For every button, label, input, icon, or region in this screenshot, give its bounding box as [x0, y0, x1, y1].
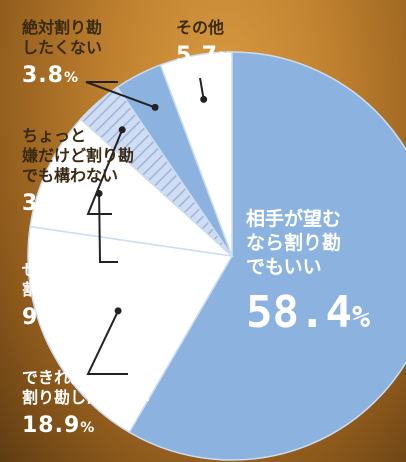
pie-slice-want-split: [29, 118, 235, 258]
slice-label-want-split-line-2: 割り勘にしたい: [22, 280, 135, 299]
slice-value-other: 5.7%: [176, 43, 234, 68]
leader-dot-never-split: [151, 103, 159, 111]
pie-slice-main: [128, 51, 406, 461]
slice-label-never-split-line-2: したくない: [22, 38, 103, 57]
slice-label-reluctant-ok-line-2: 嫌だけど割り勘: [22, 146, 135, 165]
leader-line-reluctant-ok: [86, 129, 124, 215]
pie-slice-prefer-not: [27, 225, 234, 434]
slice-label-main-line-1: 相手が望む: [246, 208, 342, 230]
slice-label-main-line-3: でもいい: [246, 255, 322, 278]
slice-label-never-split-line-1: 絶対割り勘: [22, 18, 103, 37]
leader-line-prefer-not: [86, 310, 128, 375]
slice-value-reluctant-ok: 3.8%: [22, 191, 80, 216]
leader-dot-prefer-not: [114, 307, 122, 315]
slice-label-want-split-line-1: ぜひ: [22, 260, 55, 279]
slice-label-other: その他 5.7%: [176, 18, 233, 70]
slice-label-other-line-1: その他: [176, 18, 225, 37]
leader-dot-reluctant-ok: [118, 126, 126, 134]
slice-label-reluctant-ok-line-1: ちょっと: [22, 126, 87, 145]
slice-label-reluctant-ok-line-3: でも構わない: [22, 166, 119, 185]
slice-label-prefer-not: できれば 割り勘したくない 18.9%: [22, 368, 150, 440]
slice-label-main-line-2: なら割り勘: [246, 231, 342, 254]
slice-label-main: 相手が望む なら割り勘 でもいい 58.4%: [246, 208, 370, 340]
slice-value-prefer-not: 18.9%: [22, 413, 96, 438]
slice-label-prefer-not-line-1: できれば: [22, 368, 87, 387]
slice-label-prefer-not-line-2: 割り勘したくない: [22, 388, 151, 407]
pie-slice-other: [159, 51, 233, 257]
slice-label-want-split: ぜひ 割り勘にしたい 9.4%: [22, 260, 134, 332]
slice-value-never-split: 3.8%: [22, 63, 80, 88]
leader-dot-other: [200, 95, 208, 103]
leader-line-never-split: [85, 81, 156, 109]
leader-line-want-split: [98, 193, 118, 263]
slice-label-never-split: 絶対割り勘 したくない 3.8%: [22, 18, 102, 90]
leader-line-other: [199, 77, 205, 100]
slice-value-main: 58.4%: [246, 287, 371, 339]
slice-value-want-split: 9.4%: [22, 305, 80, 330]
slice-label-reluctant-ok: ちょっと 嫌だけど割り勘 でも構わない 3.8%: [22, 126, 134, 218]
